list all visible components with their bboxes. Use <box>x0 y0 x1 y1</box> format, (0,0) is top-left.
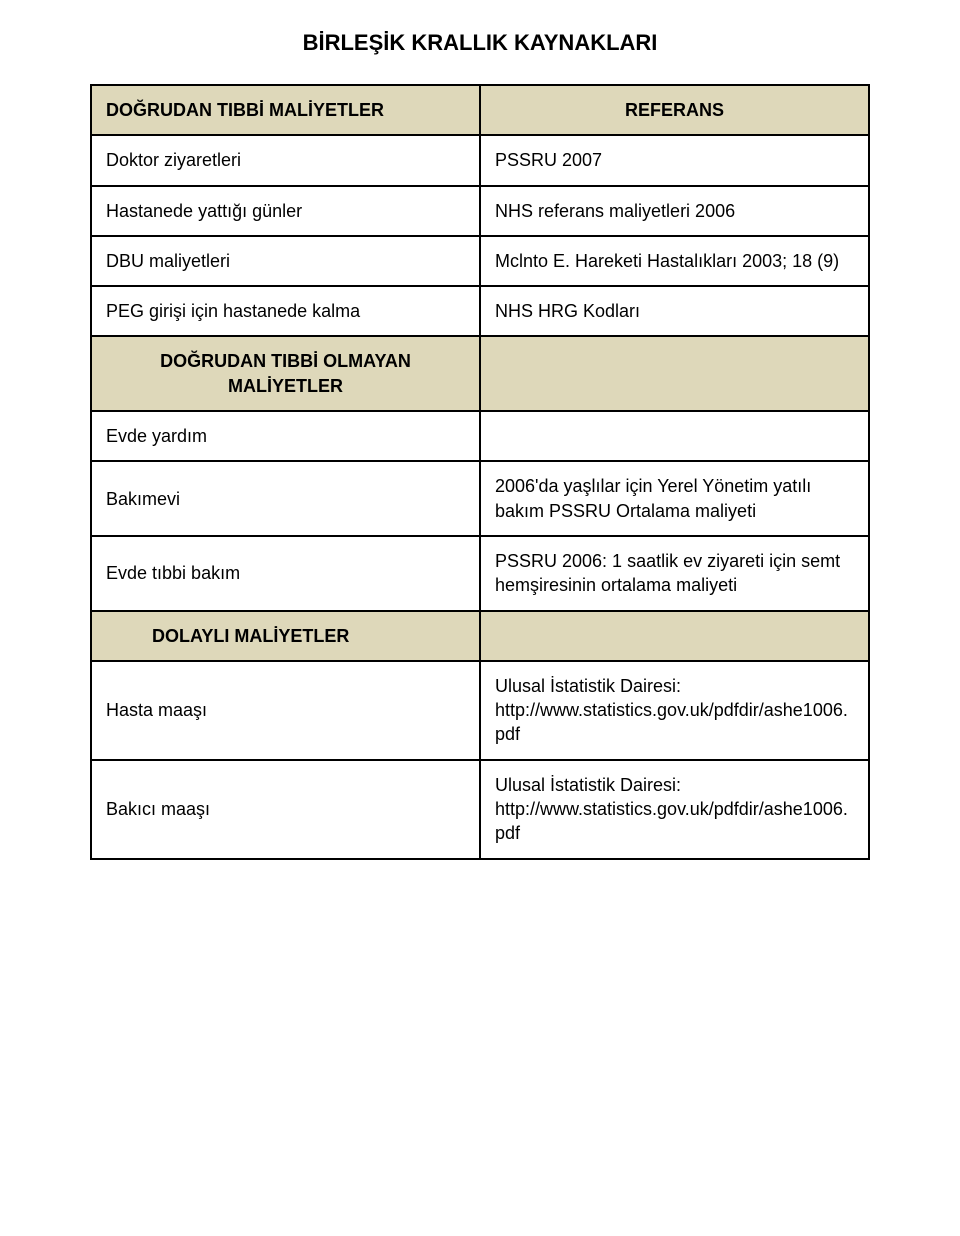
section3-right-empty <box>480 611 869 661</box>
table-row: DOĞRUDAN TIBBİ MALİYETLER REFERANS <box>91 85 869 135</box>
section3-left-header: DOLAYLI MALİYETLER <box>91 611 480 661</box>
cell-value: NHS referans maliyetleri 2006 <box>480 186 869 236</box>
section1-right-header: REFERANS <box>480 85 869 135</box>
table-row: Hasta maaşı Ulusal İstatistik Dairesi: h… <box>91 661 869 760</box>
table-row: PEG girişi için hastanede kalma NHS HRG … <box>91 286 869 336</box>
cell-label: Bakımevi <box>91 461 480 536</box>
cell-value: Ulusal İstatistik Dairesi: http://www.st… <box>480 661 869 760</box>
cell-label: Hastanede yattığı günler <box>91 186 480 236</box>
table-row: Bakıcı maaşı Ulusal İstatistik Dairesi: … <box>91 760 869 859</box>
table-row: DOLAYLI MALİYETLER <box>91 611 869 661</box>
cell-label: Doktor ziyaretleri <box>91 135 480 185</box>
cell-value: PSSRU 2006: 1 saatlik ev ziyareti için s… <box>480 536 869 611</box>
section1-left-header: DOĞRUDAN TIBBİ MALİYETLER <box>91 85 480 135</box>
cell-label: PEG girişi için hastanede kalma <box>91 286 480 336</box>
document-page: BİRLEŞİK KRALLIK KAYNAKLARI DOĞRUDAN TIB… <box>0 0 960 900</box>
table-row: Bakımevi 2006'da yaşlılar için Yerel Yön… <box>91 461 869 536</box>
cell-value: NHS HRG Kodları <box>480 286 869 336</box>
section2-left-header: DOĞRUDAN TIBBİ OLMAYAN MALİYETLER <box>91 336 480 411</box>
table-row: DOĞRUDAN TIBBİ OLMAYAN MALİYETLER <box>91 336 869 411</box>
cell-value: PSSRU 2007 <box>480 135 869 185</box>
cell-label: DBU maliyetleri <box>91 236 480 286</box>
table-row: Hastanede yattığı günler NHS referans ma… <box>91 186 869 236</box>
table-row: Evde tıbbi bakım PSSRU 2006: 1 saatlik e… <box>91 536 869 611</box>
cell-label: Evde tıbbi bakım <box>91 536 480 611</box>
cell-label: Bakıcı maaşı <box>91 760 480 859</box>
cell-value: Mclnto E. Hareketi Hastalıkları 2003; 18… <box>480 236 869 286</box>
resources-table: DOĞRUDAN TIBBİ MALİYETLER REFERANS Dokto… <box>90 84 870 860</box>
cell-value: 2006'da yaşlılar için Yerel Yönetim yatı… <box>480 461 869 536</box>
table-row: Evde yardım <box>91 411 869 461</box>
document-title: BİRLEŞİK KRALLIK KAYNAKLARI <box>90 30 870 56</box>
cell-value: Ulusal İstatistik Dairesi: http://www.st… <box>480 760 869 859</box>
cell-label: Hasta maaşı <box>91 661 480 760</box>
table-row: DBU maliyetleri Mclnto E. Hareketi Hasta… <box>91 236 869 286</box>
cell-label: Evde yardım <box>91 411 480 461</box>
cell-value <box>480 411 869 461</box>
section2-right-empty <box>480 336 869 411</box>
table-row: Doktor ziyaretleri PSSRU 2007 <box>91 135 869 185</box>
